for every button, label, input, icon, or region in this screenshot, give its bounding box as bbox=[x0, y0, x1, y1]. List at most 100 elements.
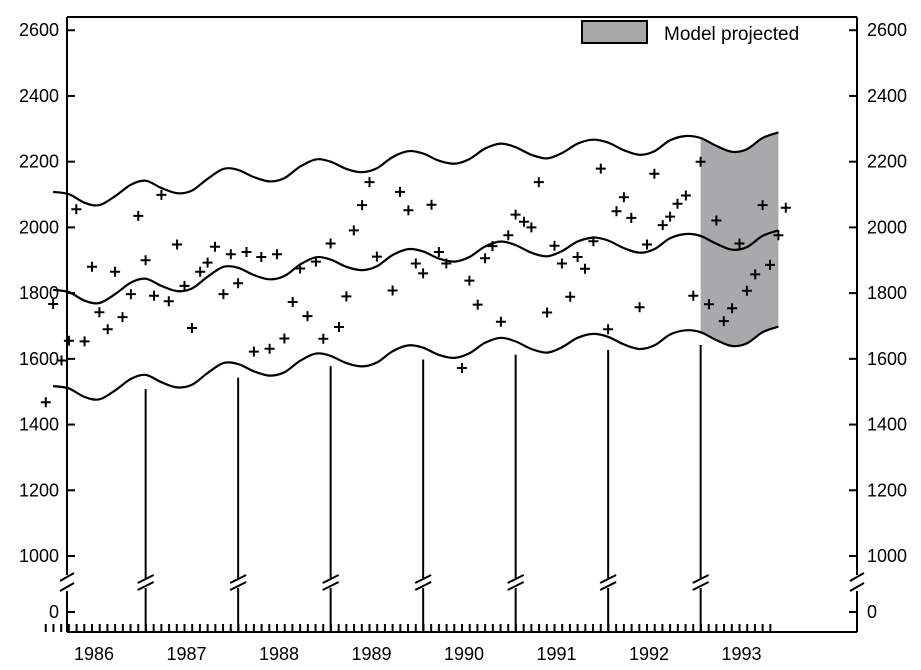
x-tick-label: 1990 bbox=[444, 644, 484, 664]
data-point bbox=[348, 225, 359, 236]
x-tick-label: 1992 bbox=[629, 644, 669, 664]
data-point bbox=[225, 249, 236, 260]
data-point bbox=[773, 230, 784, 241]
data-point bbox=[179, 280, 190, 291]
y-tick-label-right: 1600 bbox=[867, 349, 907, 369]
data-point bbox=[618, 192, 629, 203]
data-point bbox=[572, 252, 583, 262]
data-point bbox=[634, 302, 645, 313]
data-point bbox=[734, 238, 745, 249]
data-point bbox=[218, 289, 229, 300]
data-point bbox=[695, 156, 706, 167]
data-point bbox=[611, 206, 622, 217]
data-point bbox=[642, 239, 652, 250]
data-point bbox=[711, 215, 722, 226]
data-point bbox=[441, 258, 452, 269]
year-marker-break bbox=[322, 574, 340, 591]
data-point bbox=[657, 220, 668, 231]
data-point bbox=[410, 258, 421, 269]
data-point bbox=[325, 238, 336, 249]
data-point bbox=[595, 163, 606, 174]
data-point bbox=[133, 210, 144, 221]
data-point bbox=[287, 297, 298, 307]
data-point bbox=[156, 189, 167, 200]
data-point bbox=[302, 311, 313, 322]
data-point bbox=[472, 299, 483, 310]
y-tick-label-left: 2000 bbox=[19, 217, 59, 237]
data-point bbox=[40, 397, 51, 408]
data-point bbox=[588, 236, 599, 247]
curve-layer bbox=[52, 131, 779, 401]
data-point bbox=[741, 285, 752, 296]
data-point-layer bbox=[40, 156, 791, 408]
data-point bbox=[56, 355, 67, 366]
data-point bbox=[649, 168, 660, 179]
data-point bbox=[718, 316, 729, 327]
middle-curve bbox=[52, 229, 779, 305]
y-tick-label-left: 1600 bbox=[19, 349, 59, 369]
y-tick-label-right: 2000 bbox=[867, 217, 907, 237]
data-point bbox=[279, 333, 290, 344]
data-point bbox=[503, 230, 514, 241]
data-point bbox=[341, 291, 352, 302]
upper-curve bbox=[52, 131, 779, 207]
data-point bbox=[757, 200, 768, 211]
data-point bbox=[433, 247, 444, 257]
y-tick-label-right: 1400 bbox=[867, 415, 907, 435]
data-point bbox=[480, 253, 491, 264]
data-point bbox=[364, 177, 375, 188]
data-point bbox=[241, 247, 252, 257]
data-point bbox=[202, 257, 213, 268]
data-point bbox=[464, 275, 475, 286]
data-point bbox=[704, 299, 714, 310]
data-point bbox=[765, 259, 775, 270]
data-point bbox=[395, 186, 405, 197]
data-point bbox=[79, 336, 90, 347]
data-point bbox=[510, 209, 521, 220]
data-point bbox=[371, 251, 382, 262]
data-point bbox=[48, 299, 59, 309]
y-tick-label-right: 1800 bbox=[867, 283, 907, 303]
y-tick-label-right: 1000 bbox=[867, 546, 907, 566]
data-point bbox=[603, 324, 614, 335]
lower-curve bbox=[52, 325, 779, 401]
data-point bbox=[140, 255, 151, 266]
plot-frame bbox=[59, 16, 865, 633]
data-point bbox=[565, 291, 576, 302]
y-tick-label-right: 2600 bbox=[867, 20, 907, 40]
y-tick-label-left: 2200 bbox=[19, 152, 59, 172]
data-point bbox=[580, 263, 590, 274]
data-point bbox=[272, 249, 282, 260]
data-point bbox=[780, 202, 791, 213]
y-tick-label-right: 2400 bbox=[867, 86, 907, 106]
data-point bbox=[487, 241, 498, 252]
y-tick-label-left: 1400 bbox=[19, 415, 59, 435]
tick-layer bbox=[44, 29, 857, 632]
data-point bbox=[318, 333, 329, 344]
data-point bbox=[163, 296, 174, 307]
data-point bbox=[87, 261, 97, 272]
data-point bbox=[549, 240, 560, 251]
y-tick-label-right: 1200 bbox=[867, 480, 907, 500]
data-point bbox=[357, 200, 368, 211]
y-tick-label-left: 1800 bbox=[19, 283, 59, 303]
data-point bbox=[149, 290, 159, 301]
data-point bbox=[426, 199, 437, 210]
data-point bbox=[248, 346, 259, 357]
data-point bbox=[495, 316, 506, 327]
data-point bbox=[334, 322, 344, 332]
x-tick-label: 1989 bbox=[351, 644, 391, 664]
data-point bbox=[117, 312, 128, 323]
year-marker-break bbox=[137, 574, 155, 591]
data-point bbox=[125, 289, 136, 300]
data-point bbox=[542, 307, 553, 318]
data-point bbox=[102, 324, 113, 335]
left-axis-break bbox=[59, 572, 75, 592]
data-point bbox=[672, 198, 683, 209]
data-point bbox=[457, 363, 467, 373]
y-tick-label-right: 0 bbox=[867, 602, 877, 622]
data-point bbox=[63, 335, 74, 346]
data-point bbox=[210, 241, 220, 252]
